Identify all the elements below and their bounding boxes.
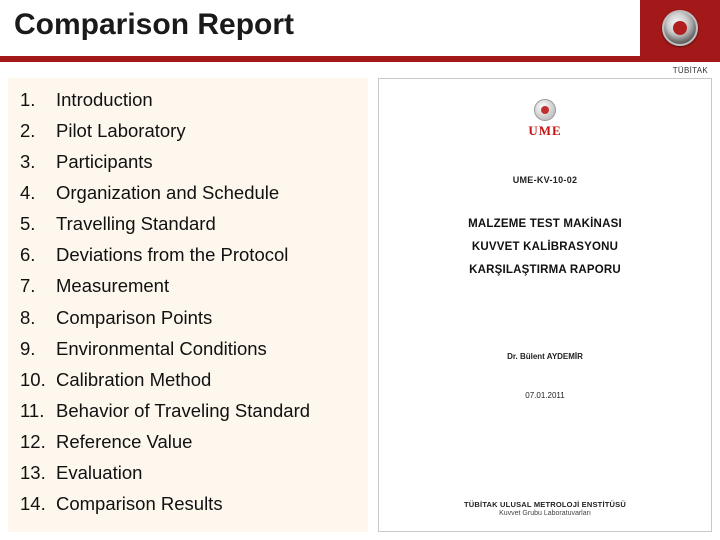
toc-item-label: Environmental Conditions — [56, 333, 356, 364]
toc-item: 10.Calibration Method — [20, 364, 356, 395]
toc-item-number: 7. — [20, 270, 56, 301]
document-date: 07.01.2011 — [525, 391, 564, 400]
content-area: 1.Introduction2.Pilot Laboratory3.Partic… — [8, 78, 712, 532]
toc-item-number: 1. — [20, 84, 56, 115]
toc-item-number: 4. — [20, 177, 56, 208]
tubitak-small-logo-icon — [534, 99, 556, 121]
document-footer-dept: Kuvvet Grubu Laboratuvarları — [379, 510, 711, 517]
toc-item-number: 2. — [20, 115, 56, 146]
toc-item-number: 5. — [20, 208, 56, 239]
toc-item: 12.Reference Value — [20, 426, 356, 457]
document-title-line: MALZEME TEST MAKİNASI — [468, 213, 622, 236]
doc-logo-row: UME — [528, 99, 561, 139]
page-title: Comparison Report — [14, 8, 294, 42]
toc-item: 7.Measurement — [20, 270, 356, 301]
toc-item-label: Evaluation — [56, 457, 356, 488]
document-title-line: KARŞILAŞTIRMA RAPORU — [468, 259, 622, 282]
toc-item-label: Organization and Schedule — [56, 177, 356, 208]
org-label: TÜBİTAK — [673, 66, 708, 75]
slide-header: Comparison Report — [0, 0, 720, 62]
document-code: UME-KV-10-02 — [513, 175, 578, 185]
toc-item-label: Deviations from the Protocol — [56, 239, 356, 270]
toc-item-number: 12. — [20, 426, 56, 457]
toc-item-number: 3. — [20, 146, 56, 177]
document-title-line: KUVVET KALİBRASYONU — [468, 236, 622, 259]
toc-item-label: Travelling Standard — [56, 208, 356, 239]
document-cover-panel: UME UME-KV-10-02 MALZEME TEST MAKİNASIKU… — [378, 78, 712, 532]
toc-item-label: Comparison Results — [56, 488, 356, 519]
toc-item-label: Reference Value — [56, 426, 356, 457]
toc-item: 2.Pilot Laboratory — [20, 115, 356, 146]
document-title-block: MALZEME TEST MAKİNASIKUVVET KALİBRASYONU… — [468, 213, 622, 282]
toc-item-number: 14. — [20, 488, 56, 519]
toc-item: 4.Organization and Schedule — [20, 177, 356, 208]
toc-item-label: Introduction — [56, 84, 356, 115]
toc-list: 1.Introduction2.Pilot Laboratory3.Partic… — [20, 84, 356, 519]
toc-item-number: 6. — [20, 239, 56, 270]
toc-item-number: 13. — [20, 457, 56, 488]
ume-label: UME — [528, 123, 561, 139]
toc-item-label: Comparison Points — [56, 302, 356, 333]
toc-panel: 1.Introduction2.Pilot Laboratory3.Partic… — [8, 78, 368, 532]
toc-item-label: Participants — [56, 146, 356, 177]
toc-item-number: 10. — [20, 364, 56, 395]
document-footer: TÜBİTAK ULUSAL METROLOJİ ENSTİTÜSÜ Kuvve… — [379, 500, 711, 517]
toc-item-label: Behavior of Traveling Standard — [56, 395, 356, 426]
document-footer-org: TÜBİTAK ULUSAL METROLOJİ ENSTİTÜSÜ — [379, 500, 711, 509]
tubitak-logo-icon — [662, 10, 698, 46]
toc-item-number: 8. — [20, 302, 56, 333]
header-logo-block — [640, 0, 720, 56]
toc-item-label: Calibration Method — [56, 364, 356, 395]
toc-item: 6.Deviations from the Protocol — [20, 239, 356, 270]
toc-item: 8.Comparison Points — [20, 302, 356, 333]
toc-item: 13.Evaluation — [20, 457, 356, 488]
toc-item-label: Pilot Laboratory — [56, 115, 356, 146]
toc-item-number: 9. — [20, 333, 56, 364]
toc-item: 14.Comparison Results — [20, 488, 356, 519]
toc-item: 9.Environmental Conditions — [20, 333, 356, 364]
toc-item: 5.Travelling Standard — [20, 208, 356, 239]
toc-item-label: Measurement — [56, 270, 356, 301]
toc-item: 3.Participants — [20, 146, 356, 177]
document-author: Dr. Bülent AYDEMİR — [507, 352, 583, 361]
toc-item: 11.Behavior of Traveling Standard — [20, 395, 356, 426]
toc-item: 1.Introduction — [20, 84, 356, 115]
toc-item-number: 11. — [20, 395, 56, 426]
